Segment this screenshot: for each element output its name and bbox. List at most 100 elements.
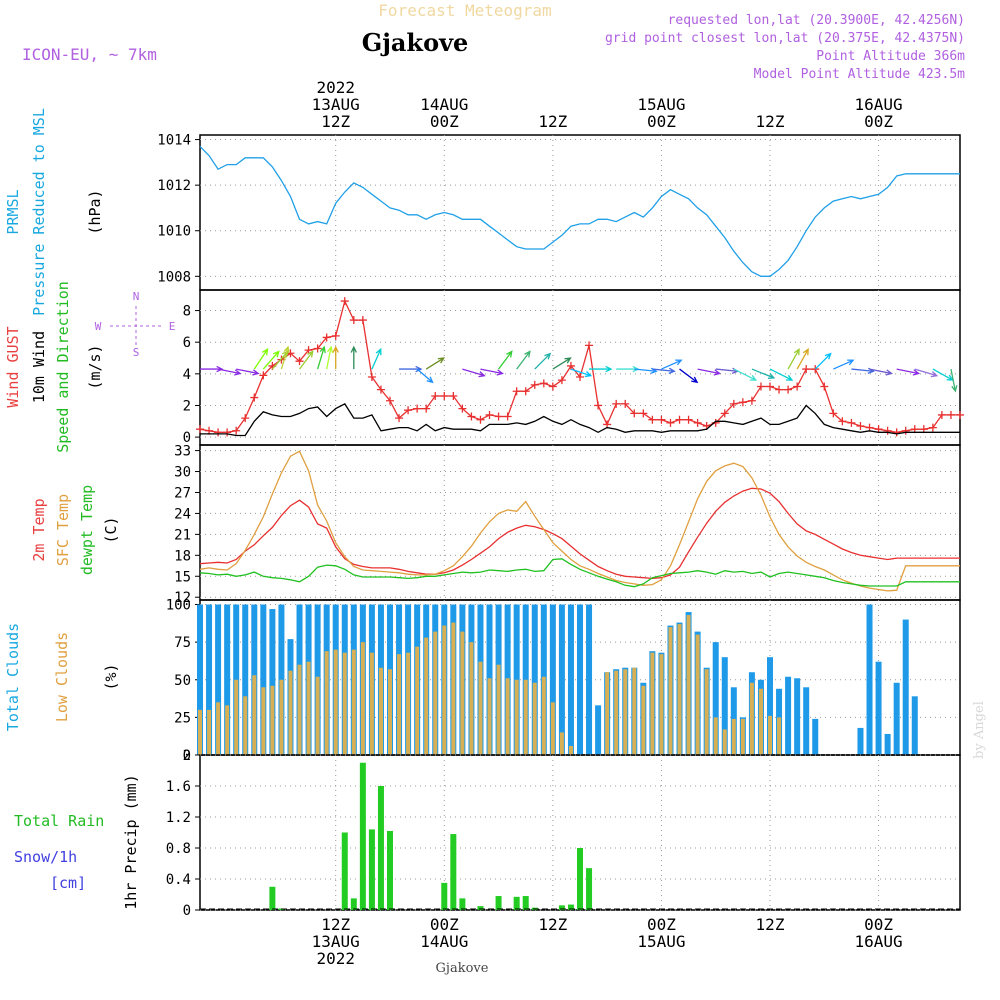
- bottom-time-label: 15AUG: [637, 932, 685, 951]
- precip-bar: [459, 898, 466, 910]
- pressure-ytick-label: 1010: [157, 224, 191, 240]
- clouds-bar: [857, 727, 864, 755]
- gust-marker: [259, 371, 268, 380]
- gust-marker: [557, 376, 566, 385]
- clouds-bar: [496, 664, 501, 755]
- gust-marker: [937, 410, 946, 419]
- gust-marker: [413, 404, 422, 413]
- gust-marker: [503, 412, 512, 421]
- gust-marker: [386, 396, 394, 405]
- clouds-bar: [595, 705, 602, 755]
- clouds-bar: [731, 718, 736, 755]
- gridpoint-coords: grid point closest lon,lat (20.375E, 42.…: [605, 31, 965, 46]
- wind-arrow: [262, 350, 280, 370]
- gust-marker: [422, 404, 431, 413]
- top-time-label: 13AUG: [312, 95, 360, 114]
- precip-bar: [359, 762, 366, 910]
- wind-arrow: [280, 345, 290, 370]
- precip-bar: [441, 882, 448, 910]
- wind-arrow: [679, 368, 699, 384]
- gust-marker: [250, 393, 259, 402]
- gust-marker: [476, 415, 485, 424]
- clouds-bar: [234, 679, 239, 755]
- clouds-bar: [794, 678, 801, 755]
- bottom-time-label: 14AUG: [420, 932, 468, 951]
- gust-marker: [666, 418, 675, 427]
- wind-ytick-label: 6: [183, 335, 191, 351]
- clouds-bar: [206, 604, 213, 755]
- clouds-bar: [270, 685, 275, 755]
- clouds-bar: [677, 624, 682, 755]
- temperature-series-line: [199, 558, 960, 588]
- clouds-ytick-label: 100: [166, 598, 191, 614]
- clouds-bar: [559, 732, 564, 755]
- clouds-bar: [252, 675, 257, 755]
- clouds-bar: [712, 642, 719, 755]
- clouds-bar: [424, 637, 429, 755]
- clouds-bar: [342, 652, 347, 755]
- clouds-bar: [378, 667, 383, 755]
- clouds-bar: [650, 652, 655, 755]
- wind-arrow: [350, 345, 358, 370]
- clouds-bar: [451, 622, 456, 755]
- pressure-ytick-label: 1012: [157, 178, 191, 194]
- top-time-label: 16AUG: [854, 95, 902, 114]
- clouds-bar: [415, 646, 420, 755]
- wind-arrow: [462, 368, 486, 378]
- clouds-bar: [668, 627, 673, 755]
- wind-arrow: [652, 367, 676, 374]
- temperature-axis-label: 2m Temp: [30, 498, 48, 561]
- model-label: ICON-EU, ~ 7km: [22, 45, 157, 64]
- precip-bar: [368, 829, 375, 910]
- top-time-label: 00Z: [647, 112, 676, 131]
- wind-arrow: [332, 345, 339, 370]
- temperature-ytick-label: 15: [174, 569, 191, 585]
- clouds-bar: [269, 609, 276, 755]
- gust-marker: [766, 382, 774, 391]
- pressure-frame: [199, 134, 961, 291]
- precip-bar: [495, 896, 502, 910]
- temperature-axis-label: SFC Temp: [54, 494, 72, 566]
- top-time-label: 12Z: [321, 112, 350, 131]
- gust-marker: [539, 379, 548, 388]
- clouds-bar: [442, 625, 447, 755]
- precip-ytick-label: 0.4: [166, 872, 191, 888]
- precip-bar: [577, 848, 583, 910]
- clouds-bar: [397, 654, 402, 755]
- clouds-bar: [216, 702, 221, 755]
- top-time-label: 00Z: [864, 112, 893, 131]
- clouds-bar: [567, 604, 574, 755]
- gust-marker: [214, 428, 223, 437]
- gust-marker: [684, 415, 693, 424]
- bottom-time-label: 00Z: [647, 915, 676, 934]
- wind-arrow: [498, 350, 513, 370]
- clouds-bar: [641, 685, 646, 755]
- gust-marker: [820, 382, 829, 391]
- wind-ytick-label: 0: [183, 430, 191, 446]
- clouds-bar: [875, 661, 882, 755]
- temperature-series-line: [199, 450, 960, 592]
- banner-title: Forecast Meteogram: [378, 1, 551, 20]
- clouds-bar: [902, 619, 909, 755]
- gust-marker: [512, 387, 521, 396]
- clouds-bar: [224, 604, 231, 755]
- temperature-series-line: [199, 487, 960, 580]
- gust-marker: [349, 316, 358, 325]
- wind-arrow: [480, 368, 504, 376]
- precip-bar: [477, 906, 484, 910]
- top-time-label: 14AUG: [420, 95, 468, 114]
- precip-ytick-label: 2: [183, 748, 191, 764]
- temperature-axis-label: dewpt Temp: [78, 485, 96, 575]
- clouds-bar: [768, 715, 772, 755]
- gust-marker: [358, 316, 367, 325]
- wind-axis-label: (m/s): [86, 344, 104, 389]
- wind-axis-label: Wind GUST: [4, 326, 22, 407]
- clouds-bar: [315, 676, 320, 755]
- gust-marker: [829, 409, 838, 418]
- precip-bar: [341, 832, 348, 910]
- compass-east: E: [169, 320, 176, 333]
- clouds-axis-label: Total Clouds: [4, 623, 22, 731]
- precip-ytick-label: 0.8: [166, 841, 191, 857]
- gust-marker: [747, 396, 756, 405]
- gust-marker: [956, 410, 964, 419]
